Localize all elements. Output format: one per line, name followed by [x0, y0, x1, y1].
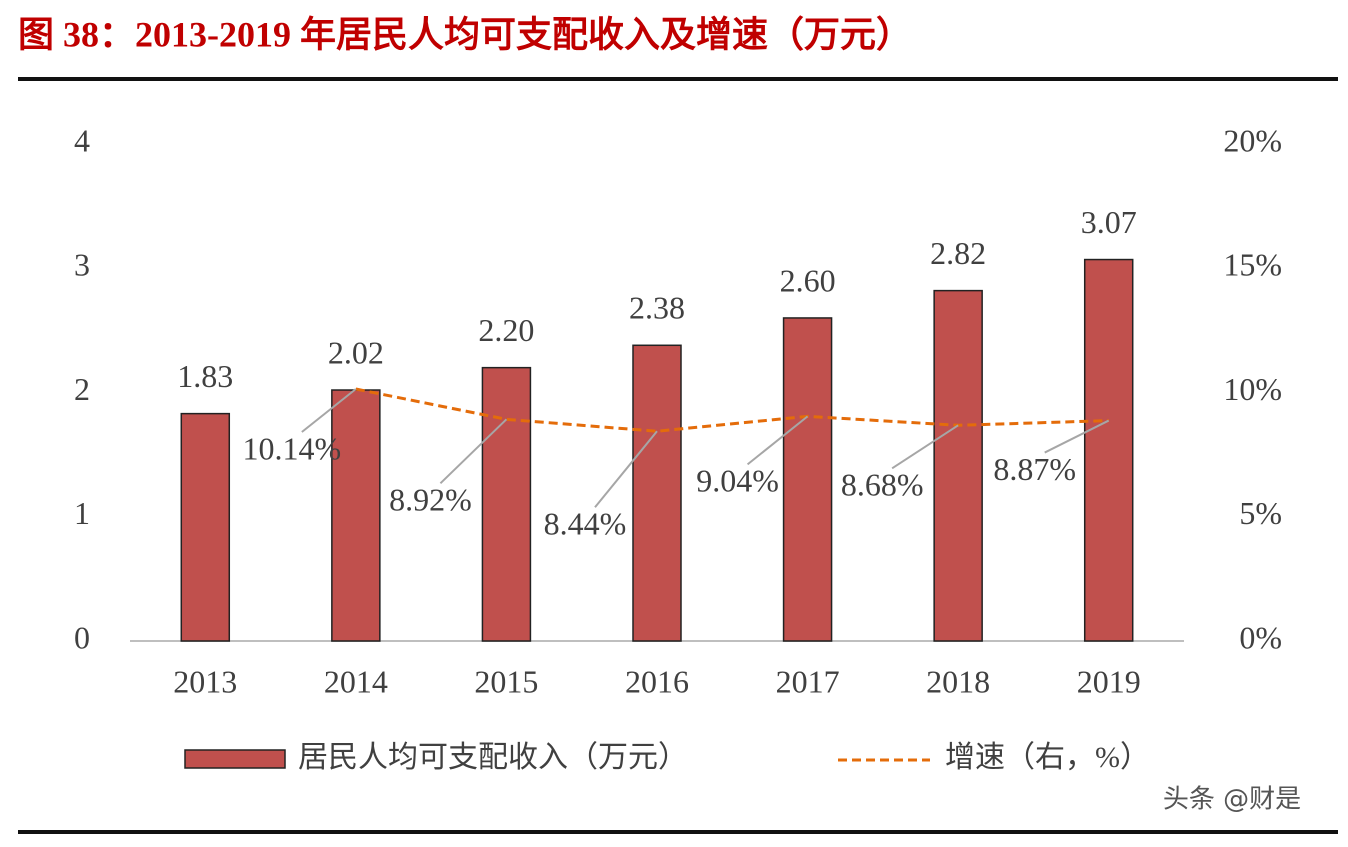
x-tick-label: 2018 — [926, 663, 990, 699]
line-value-label: 8.87% — [993, 451, 1076, 487]
leader-line — [301, 388, 357, 433]
leader-line — [1044, 419, 1110, 454]
bar — [331, 389, 381, 642]
title-rule — [18, 77, 1338, 81]
bar — [632, 344, 682, 642]
line-value-label: 8.44% — [544, 506, 627, 542]
bottom-rule — [18, 830, 1338, 834]
y-tick-label: 0 — [74, 619, 90, 655]
leader-line — [594, 430, 658, 508]
x-tick-label: 2015 — [474, 663, 538, 699]
bar — [1083, 258, 1134, 642]
bar-value-label: 3.07 — [1081, 204, 1137, 240]
x-tick-label: 2014 — [324, 663, 388, 699]
bar — [180, 412, 231, 642]
line-value-label: 10.14% — [243, 430, 342, 466]
bar-value-label: 2.38 — [629, 290, 685, 326]
bar-value-label: 2.60 — [780, 262, 836, 298]
line-value-label: 9.04% — [696, 463, 779, 499]
y-tick-label: 1 — [74, 495, 90, 531]
x-tick-label: 2016 — [625, 663, 689, 699]
legend-label: 增速（右，%） — [945, 741, 1150, 774]
bar — [481, 366, 532, 642]
bar-value-label: 2.82 — [930, 235, 986, 271]
leader-line — [891, 424, 959, 470]
x-tick-label: 2019 — [1077, 663, 1141, 699]
line-value-label: 8.92% — [389, 482, 472, 518]
x-tick-label: 2017 — [776, 663, 840, 699]
bar — [933, 289, 983, 642]
y2-tick-label: 10% — [1223, 371, 1282, 407]
chart-title: 图 38：2013-2019 年居民人均可支配收入及增速（万元） — [18, 14, 912, 54]
bar-value-label: 2.02 — [328, 334, 384, 370]
growth-line — [355, 387, 1109, 433]
leader-line — [746, 415, 809, 466]
y2-tick-label: 15% — [1223, 247, 1282, 283]
y2-tick-label: 5% — [1239, 495, 1282, 531]
y-tick-label: 2 — [74, 371, 90, 407]
legend-swatch — [184, 749, 286, 769]
x-tick-label: 2013 — [173, 663, 237, 699]
bar-value-label: 2.20 — [478, 312, 534, 348]
legend-label: 居民人均可支配收入（万元） — [298, 741, 688, 774]
y-tick-label: 3 — [74, 247, 90, 283]
line-value-label: 8.68% — [841, 467, 924, 503]
watermark: 头条 @财是 — [1163, 785, 1301, 815]
bar-value-label: 1.83 — [177, 358, 233, 394]
y-tick-label: 4 — [74, 122, 90, 158]
leader-line — [439, 418, 508, 485]
y2-tick-label: 0% — [1239, 619, 1282, 655]
bar — [782, 317, 833, 642]
y2-tick-label: 20% — [1223, 122, 1282, 158]
